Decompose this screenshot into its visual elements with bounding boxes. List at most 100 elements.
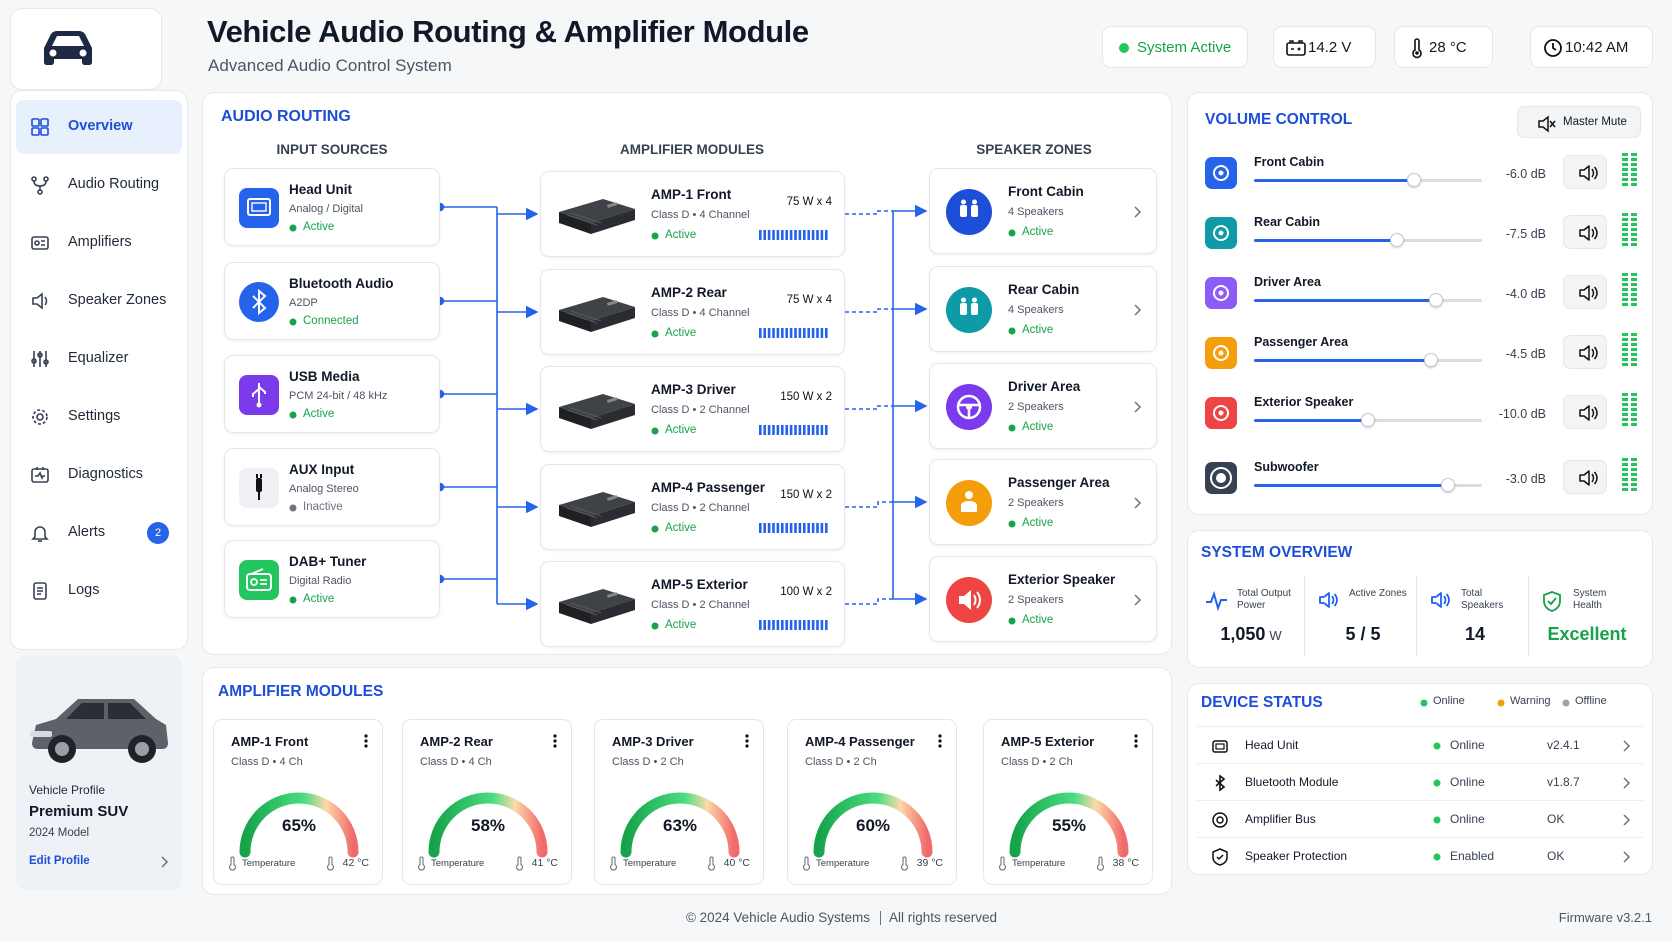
zone-icon	[946, 577, 992, 623]
channel-mute-button[interactable]	[1563, 275, 1607, 309]
nav-item[interactable]: Logs	[16, 564, 182, 618]
icon-part	[1622, 238, 1628, 241]
nav-label[interactable]: Amplifiers	[68, 234, 132, 250]
zone-card[interactable]: Rear Cabin 4 Speakers Active	[929, 266, 1157, 352]
icon-part	[1622, 468, 1628, 471]
device-name: Speaker Protection	[1245, 849, 1348, 863]
nav-icon	[31, 236, 49, 250]
channel-mute-button[interactable]	[1563, 215, 1607, 249]
amp-module-card[interactable]: AMP-5 Exterior Class D • 2 Ch 55% Temperatu…	[983, 719, 1153, 885]
input-card[interactable]: DAB+ Tuner Digital Radio Active	[224, 540, 440, 618]
nav-label[interactable]: Audio Routing	[68, 176, 160, 192]
nav-item[interactable]: Audio Routing	[16, 158, 182, 212]
nav-label[interactable]: Diagnostics	[68, 466, 143, 482]
icon-part	[31, 236, 49, 250]
device-row[interactable]: Bluetooth Module Online v1.8.7	[1197, 763, 1643, 800]
nav-label[interactable]: Speaker Zones	[68, 292, 167, 308]
nav-item[interactable]: Overview	[16, 100, 182, 154]
icon-part	[772, 230, 775, 240]
amp-card[interactable]: AMP-4 Passenger Class D • 2 Channel Active…	[540, 464, 845, 550]
icon-part	[1622, 293, 1628, 296]
icon-part	[250, 578, 258, 586]
icon-part	[566, 407, 602, 421]
zone-card[interactable]: Exterior Speaker 2 Speakers Active	[929, 556, 1157, 642]
zone-card[interactable]: Passenger Area 2 Speakers Active	[929, 459, 1157, 545]
slider-knob[interactable]	[1389, 233, 1404, 247]
status-dot	[289, 504, 297, 512]
stat-icon	[1206, 590, 1227, 612]
icon-part	[1544, 39, 1562, 57]
nav-item[interactable]: Settings	[16, 390, 182, 444]
nav-label[interactable]: Overview	[68, 118, 133, 134]
master-mute-button[interactable]: Master Mute	[1517, 106, 1641, 138]
icon-part	[1622, 218, 1628, 221]
stat-label: Total Output Power	[1237, 588, 1291, 611]
nav-item[interactable]: Speaker Zones	[16, 274, 182, 328]
temp-label: Temperature	[1012, 858, 1066, 869]
slider-knob[interactable]	[1423, 353, 1438, 367]
amp-module-card[interactable]: AMP-3 Driver Class D • 2 Ch 63% Temperature…	[594, 719, 764, 885]
icon-part	[798, 620, 802, 630]
icon-part	[1579, 225, 1590, 241]
nav-item[interactable]: Diagnostics	[16, 448, 182, 502]
section-title: DEVICE STATUS	[1201, 694, 1323, 711]
pill-icon	[1544, 39, 1562, 57]
icon-part	[776, 328, 780, 338]
input-card[interactable]: Head Unit Analog / Digital Active	[224, 168, 440, 246]
icon-part	[803, 425, 806, 435]
icon-part	[1631, 463, 1637, 466]
input-card[interactable]: USB Media PCM 24-bit / 48 kHz Active	[224, 355, 440, 433]
channel-mute-button[interactable]	[1563, 395, 1607, 429]
slider-knob[interactable]	[1406, 173, 1421, 187]
icon-part	[1622, 178, 1628, 181]
slider-knob[interactable]	[1440, 478, 1455, 492]
channel-mute-button[interactable]	[1563, 335, 1607, 369]
icon-part	[971, 303, 978, 315]
amp-power: 150 W x 2	[780, 489, 832, 501]
slider-knob[interactable]	[1429, 293, 1444, 307]
channel-icon	[1205, 157, 1237, 189]
status-dot	[289, 596, 297, 604]
amp-module-card[interactable]: AMP-2 Rear Class D • 4 Ch 58% Temperature 41…	[402, 719, 572, 885]
icon-part	[1008, 424, 1016, 432]
zone-card[interactable]: Front Cabin 4 Speakers Active	[929, 168, 1157, 254]
channel-mute-button[interactable]	[1563, 155, 1607, 189]
nav-label[interactable]: Alerts	[68, 524, 106, 540]
icon-part	[1622, 473, 1628, 476]
status-text: Active	[665, 424, 697, 436]
amp-card[interactable]: AMP-1 Front Class D • 4 Channel Active 75 W…	[540, 171, 845, 257]
amp-module-card[interactable]: AMP-1 Front Class D • 4 Ch 65% Temperature 4…	[213, 719, 383, 885]
input-card[interactable]: AUX Input Analog Stereo Inactive	[224, 448, 440, 526]
device-row[interactable]: Amplifier Bus Online OK	[1197, 800, 1643, 837]
nav-item[interactable]: Alerts 2	[16, 506, 182, 560]
icon-part	[326, 856, 335, 871]
zone-card[interactable]: Driver Area 2 Speakers Active	[929, 363, 1157, 449]
nav-label[interactable]: Settings	[68, 408, 121, 424]
channel-mute-button[interactable]	[1563, 460, 1607, 494]
amp-card[interactable]: AMP-2 Rear Class D • 4 Channel Active 75 W …	[540, 269, 845, 355]
amp-card[interactable]: AMP-3 Driver Class D • 2 Channel Active 150…	[540, 366, 845, 452]
icon-part	[998, 856, 1007, 871]
nav-panel	[10, 90, 188, 650]
status-text: Active	[665, 619, 697, 631]
nav-label[interactable]: Equalizer	[68, 350, 129, 366]
chevron	[1134, 497, 1142, 509]
device-row[interactable]: Speaker Protection Enabled OK	[1197, 837, 1643, 874]
column-title: SPEAKER ZONES	[976, 142, 1092, 157]
edit-profile-link[interactable]: Edit Profile	[29, 855, 90, 867]
nav-label[interactable]: Logs	[68, 582, 100, 598]
input-detail: A2DP	[289, 297, 318, 309]
slider-knob[interactable]	[1361, 413, 1375, 427]
nav-item[interactable]: Equalizer	[16, 332, 182, 386]
mute-label[interactable]: Master Mute	[1563, 116, 1627, 128]
amp-module-card[interactable]: AMP-4 Passenger Class D • 2 Ch 60% Temperat…	[787, 719, 957, 885]
device-row[interactable]: Head Unit Online v2.4.1	[1197, 726, 1643, 763]
input-card[interactable]: Bluetooth Audio A2DP Connected	[224, 262, 440, 340]
amp-card[interactable]: AMP-5 Exterior Class D • 2 Channel Active 1…	[540, 561, 845, 647]
amp-name: AMP-2 Rear	[651, 285, 727, 300]
nav-item[interactable]: Amplifiers	[16, 216, 182, 270]
icon-part	[1622, 478, 1628, 481]
icon-part	[1622, 418, 1628, 421]
icon-part	[1009, 792, 1129, 858]
icon-part	[1547, 597, 1557, 606]
